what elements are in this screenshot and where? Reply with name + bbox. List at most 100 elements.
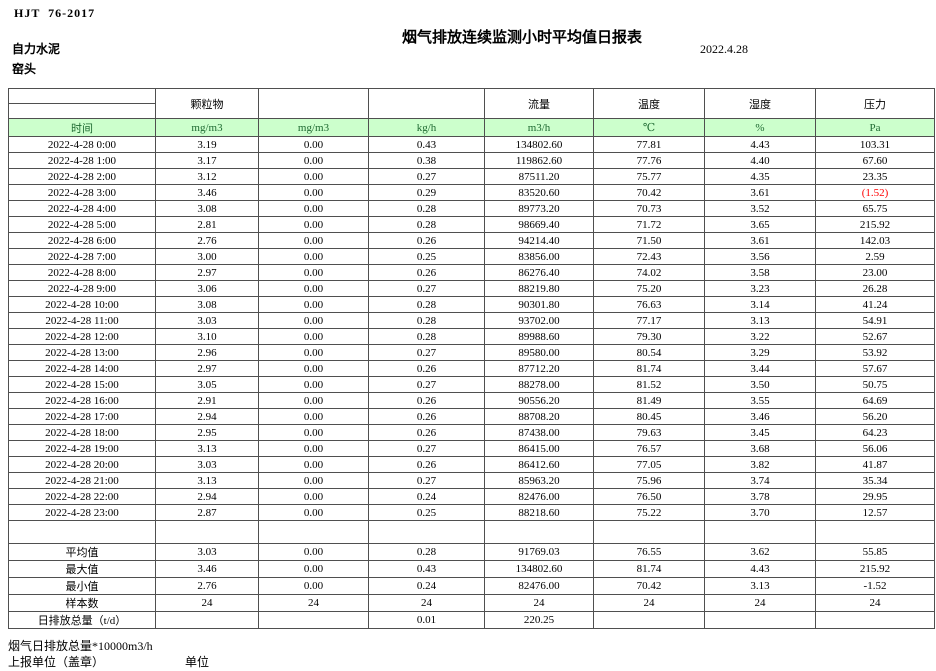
summary-label: 平均值 — [8, 543, 156, 561]
value-cell: 2.95 — [155, 424, 259, 441]
value-cell: 0.00 — [258, 200, 369, 217]
value-cell: 2.59 — [815, 248, 935, 265]
value-cell: 3.82 — [704, 456, 816, 473]
summary-value: 134802.60 — [484, 560, 594, 578]
time-cell: 2022-4-28 3:00 — [8, 184, 156, 201]
value-cell: 2.81 — [155, 216, 259, 233]
summary-value: 4.43 — [704, 560, 816, 578]
table-row: 2022-4-28 4:00 3.08 0.00 0.28 89773.20 70.73 3… — [8, 200, 935, 217]
value-cell: 79.63 — [593, 424, 705, 441]
value-cell: 64.23 — [815, 424, 935, 441]
value-cell: 0.00 — [258, 136, 369, 153]
summary-value: 3.13 — [704, 577, 816, 595]
value-cell: 2.96 — [155, 344, 259, 361]
table-row: 2022-4-28 17:00 2.94 0.00 0.26 88708.20 80.45… — [8, 408, 935, 425]
time-cell: 2022-4-28 13:00 — [8, 344, 156, 361]
value-cell: 3.13 — [704, 312, 816, 329]
table-row: 2022-4-28 10:00 3.08 0.00 0.28 90301.80 76.63… — [8, 296, 935, 313]
table-row: 2022-4-28 1:00 3.17 0.00 0.38 119862.60 77.76… — [8, 152, 935, 169]
value-cell: 2.87 — [155, 504, 259, 521]
header-humidity: 湿度 — [704, 88, 816, 119]
summary-value: 24 — [704, 594, 816, 612]
table-row: 2022-4-28 11:00 3.03 0.00 0.28 93702.00 77.17… — [8, 312, 935, 329]
unit-m3h: m3/h — [484, 118, 594, 137]
value-cell: 0.00 — [258, 168, 369, 185]
table-row: 2022-4-28 14:00 2.97 0.00 0.26 87712.20 81.74… — [8, 360, 935, 377]
table-row: 2022-4-28 9:00 3.06 0.00 0.27 88219.80 75.20 3… — [8, 280, 935, 297]
report-title: 烟气排放连续监测小时平均值日报表 — [401, 30, 642, 46]
unit-kgh: kg/h — [368, 118, 485, 137]
standard-code: HJT 76-2017 — [14, 6, 96, 20]
value-cell: 29.95 — [815, 488, 935, 505]
unit-mgm3-1: mg/m3 — [155, 118, 259, 137]
value-cell: 93702.00 — [484, 312, 594, 329]
value-cell: 0.00 — [258, 152, 369, 169]
value-cell: 2.97 — [155, 360, 259, 377]
value-cell: 54.91 — [815, 312, 935, 329]
summary-value: 24 — [593, 594, 705, 612]
header-empty-bottom — [8, 103, 156, 119]
unit-mgm3-2: mg/m3 — [258, 118, 369, 137]
summary-value — [704, 520, 816, 544]
value-cell: 26.28 — [815, 280, 935, 297]
summary-row: 最大值 3.46 0.00 0.43 134802.60 81.74 4.43 215.92 — [8, 560, 935, 578]
value-cell: 3.06 — [155, 280, 259, 297]
value-cell: 65.75 — [815, 200, 935, 217]
value-cell: 81.74 — [593, 360, 705, 377]
value-cell: 3.46 — [155, 184, 259, 201]
value-cell: 3.05 — [155, 376, 259, 393]
summary-value: 0.43 — [368, 560, 485, 578]
company-name: 自力水泥 — [12, 42, 61, 56]
value-cell: 88278.00 — [484, 376, 594, 393]
table-row: 2022-4-28 22:00 2.94 0.00 0.24 82476.00 76.50… — [8, 488, 935, 505]
table-row: 2022-4-28 16:00 2.91 0.00 0.26 90556.20 81.49… — [8, 392, 935, 409]
value-cell: 86412.60 — [484, 456, 594, 473]
table-row: 2022-4-28 21:00 3.13 0.00 0.27 85963.20 75.96… — [8, 472, 935, 489]
summary-label: 日排放总量（t/d） — [8, 611, 156, 629]
value-cell: 3.50 — [704, 376, 816, 393]
value-cell: 3.58 — [704, 264, 816, 281]
value-cell: 119862.60 — [484, 152, 594, 169]
value-cell: 0.00 — [258, 248, 369, 265]
value-cell: 103.31 — [815, 136, 935, 153]
value-cell: 83520.60 — [484, 184, 594, 201]
value-cell: 3.03 — [155, 312, 259, 329]
value-cell: 81.52 — [593, 376, 705, 393]
value-cell: 0.24 — [368, 488, 485, 505]
summary-value: 0.00 — [258, 577, 369, 595]
header-temperature: 温度 — [593, 88, 705, 119]
value-cell: 0.00 — [258, 504, 369, 521]
value-cell: 0.00 — [258, 408, 369, 425]
summary-row: 平均值 3.03 0.00 0.28 91769.03 76.55 3.62 55.85 — [8, 543, 935, 561]
value-cell: 85963.20 — [484, 472, 594, 489]
value-cell: 0.00 — [258, 216, 369, 233]
summary-value: 0.01 — [368, 611, 485, 629]
value-cell: 89773.20 — [484, 200, 594, 217]
time-cell: 2022-4-28 10:00 — [8, 296, 156, 313]
header-blank-2 — [368, 88, 485, 119]
value-cell: 53.92 — [815, 344, 935, 361]
value-cell: 56.06 — [815, 440, 935, 457]
value-cell: 3.70 — [704, 504, 816, 521]
value-cell: 0.00 — [258, 344, 369, 361]
value-cell: 74.02 — [593, 264, 705, 281]
time-cell: 2022-4-28 6:00 — [8, 232, 156, 249]
value-cell: 0.00 — [258, 184, 369, 201]
value-cell: 0.27 — [368, 168, 485, 185]
time-cell: 2022-4-28 1:00 — [8, 152, 156, 169]
time-cell: 2022-4-28 18:00 — [8, 424, 156, 441]
header-pressure: 压力 — [815, 88, 935, 119]
value-cell: 57.67 — [815, 360, 935, 377]
value-cell: 3.65 — [704, 216, 816, 233]
header-particulate: 颗粒物 — [155, 88, 259, 119]
value-cell: 0.38 — [368, 152, 485, 169]
summary-value: 24 — [155, 594, 259, 612]
summary-value: 0.28 — [368, 543, 485, 561]
value-cell: 3.19 — [155, 136, 259, 153]
time-cell: 2022-4-28 2:00 — [8, 168, 156, 185]
value-cell: 4.35 — [704, 168, 816, 185]
value-cell: 75.20 — [593, 280, 705, 297]
summary-value: -1.52 — [815, 577, 935, 595]
value-cell: 3.00 — [155, 248, 259, 265]
value-cell: 0.26 — [368, 264, 485, 281]
